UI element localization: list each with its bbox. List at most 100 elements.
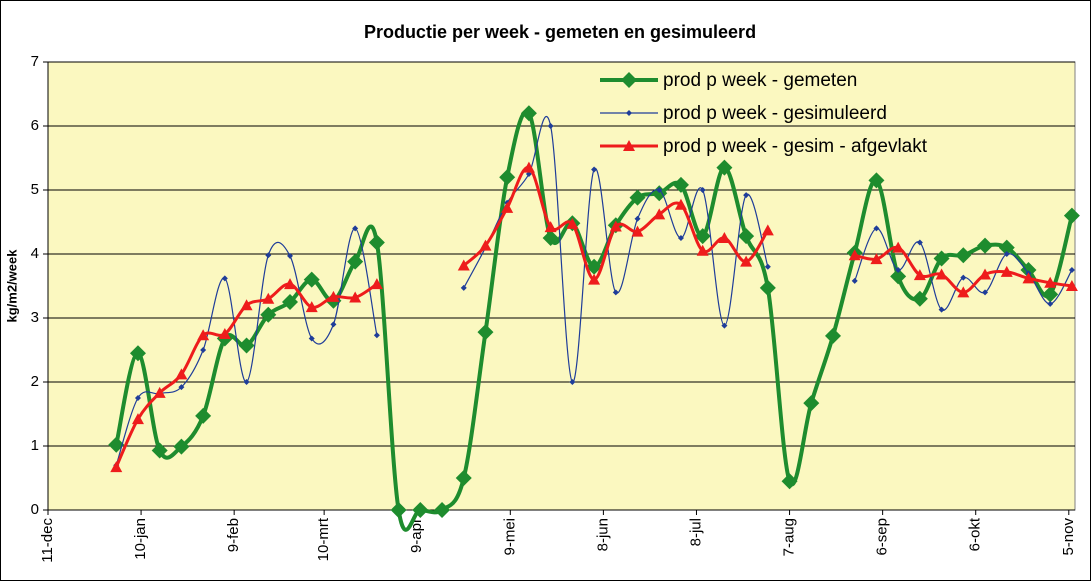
marker: [957, 286, 970, 298]
marker: [243, 379, 250, 385]
y-tick-label: 0: [31, 501, 39, 518]
marker: [696, 244, 709, 256]
marker: [1063, 207, 1080, 224]
marker: [178, 384, 185, 391]
marker: [612, 289, 619, 296]
marker: [1020, 262, 1037, 278]
chart-title: Productie per week - gemeten en gesimule…: [364, 22, 756, 42]
marker: [982, 289, 989, 296]
marker: [477, 324, 494, 341]
marker: [412, 502, 429, 518]
x-tick-label: 9-mei: [501, 518, 518, 556]
marker: [131, 413, 144, 425]
x-tick-label: 10-mrt: [315, 517, 332, 561]
marker: [699, 187, 706, 193]
marker: [238, 337, 255, 354]
x-tick-label: 9-apr: [408, 518, 425, 553]
x-tick-label: 6-sep: [874, 518, 891, 556]
marker: [352, 225, 359, 232]
marker: [153, 386, 166, 398]
marker: [544, 221, 557, 233]
marker: [694, 228, 711, 245]
plot-area: [47, 61, 1076, 511]
marker: [1003, 251, 1010, 257]
marker: [911, 290, 928, 307]
marker: [591, 166, 598, 173]
marker: [373, 332, 380, 339]
y-tick-label: 3: [31, 309, 39, 326]
marker: [672, 176, 689, 193]
marker: [588, 273, 601, 285]
marker: [955, 247, 972, 264]
marker: [1000, 265, 1013, 277]
marker: [282, 294, 299, 310]
marker: [848, 249, 861, 261]
x-tick-label: 10-jan: [132, 518, 149, 560]
marker: [824, 327, 841, 344]
marker: [781, 473, 798, 490]
marker: [195, 407, 212, 424]
marker: [998, 239, 1015, 256]
legend: prod p week - gemeten prod p week - gesim…: [600, 70, 928, 157]
legend-label: prod p week - gesim - afgevlakt: [663, 136, 928, 157]
marker: [327, 290, 340, 302]
y-tick-label: 7: [31, 53, 39, 70]
y-tick-label: 6: [31, 117, 39, 134]
marker: [629, 189, 646, 206]
marker: [586, 258, 603, 275]
marker: [240, 299, 253, 311]
marker: [653, 208, 666, 220]
y-tick-label: 5: [31, 181, 39, 198]
marker: [173, 438, 190, 455]
x-tick-label: 9-feb: [225, 518, 242, 552]
marker: [721, 322, 728, 329]
marker: [960, 274, 967, 281]
marker: [129, 345, 146, 362]
marker: [1044, 276, 1057, 288]
marker: [110, 461, 123, 473]
marker: [890, 268, 907, 285]
marker: [1047, 300, 1054, 307]
y-axis-label: kg/m2/week: [4, 249, 19, 323]
marker: [938, 306, 945, 313]
marker: [895, 267, 902, 273]
marker: [330, 321, 337, 328]
marker: [284, 278, 297, 290]
marker: [977, 237, 994, 254]
marker: [134, 395, 141, 401]
marker: [457, 259, 470, 271]
x-tick-label: 7-aug: [781, 518, 798, 556]
marker: [870, 253, 883, 265]
marker: [1068, 267, 1075, 273]
x-tick-label: 8-jul: [687, 518, 704, 546]
marker: [1042, 286, 1059, 303]
marker: [566, 217, 579, 229]
marker: [803, 395, 820, 412]
marker: [434, 502, 451, 518]
marker: [609, 220, 622, 232]
marker: [265, 252, 272, 259]
marker: [1022, 272, 1035, 284]
marker: [740, 255, 753, 267]
marker: [303, 271, 320, 288]
marker: [738, 228, 755, 245]
marker: [479, 239, 492, 251]
marker: [108, 436, 125, 453]
marker: [370, 278, 383, 290]
y-tick-label: 2: [31, 373, 39, 390]
marker: [759, 279, 776, 296]
marker: [851, 277, 858, 284]
marker: [520, 105, 537, 122]
marker: [501, 201, 514, 213]
marker: [522, 161, 535, 173]
marker: [677, 235, 684, 241]
marker: [621, 72, 637, 88]
marker: [175, 368, 188, 380]
marker: [368, 234, 385, 251]
marker: [761, 224, 774, 236]
marker: [569, 379, 576, 385]
marker: [718, 232, 731, 243]
legend-label: prod p week - gemeten: [663, 70, 857, 91]
y-tick-label: 1: [31, 437, 39, 454]
